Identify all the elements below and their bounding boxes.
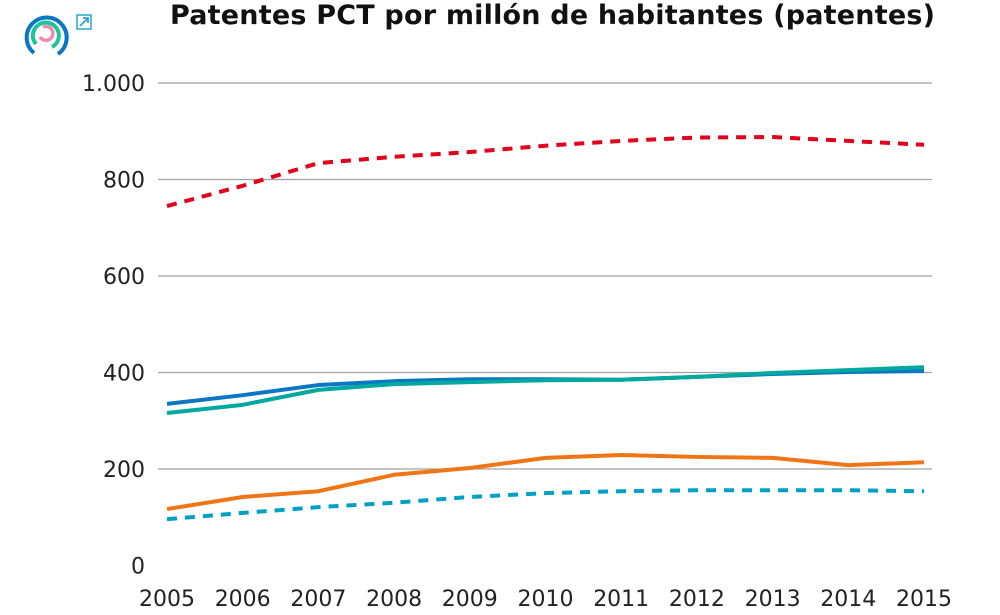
x-tick-label: 2005 xyxy=(139,587,195,612)
y-tick-label: 800 xyxy=(103,169,145,194)
y-tick-label: 1.000 xyxy=(82,72,145,97)
x-tick-label: 2012 xyxy=(669,587,725,612)
y-tick-label: 0 xyxy=(131,555,145,580)
y-tick-label: 600 xyxy=(103,265,145,290)
chart-title: Patentes PCT por millón de habitantes (p… xyxy=(170,0,935,31)
x-tick-label: 2014 xyxy=(820,587,876,612)
logo-rings xyxy=(22,10,72,58)
external-link-icon[interactable] xyxy=(76,14,92,30)
x-tick-label: 2013 xyxy=(745,587,801,612)
x-tick-label: 2008 xyxy=(366,587,422,612)
x-tick-label: 2011 xyxy=(593,587,649,612)
x-tick-label: 2010 xyxy=(518,587,574,612)
y-tick-label: 200 xyxy=(103,458,145,483)
x-tick-label: 2007 xyxy=(290,587,346,612)
x-tick-label: 2006 xyxy=(215,587,271,612)
series-line-3 xyxy=(167,455,924,509)
y-tick-label: 400 xyxy=(103,362,145,387)
x-tick-label: 2015 xyxy=(896,587,952,612)
series-line-1 xyxy=(167,371,924,404)
x-tick-label: 2009 xyxy=(442,587,498,612)
series-line-4 xyxy=(167,490,924,519)
series-line-2 xyxy=(167,367,924,413)
series-line-0 xyxy=(167,137,924,206)
